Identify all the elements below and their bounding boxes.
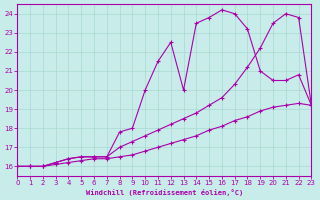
X-axis label: Windchill (Refroidissement éolien,°C): Windchill (Refroidissement éolien,°C) bbox=[86, 189, 243, 196]
